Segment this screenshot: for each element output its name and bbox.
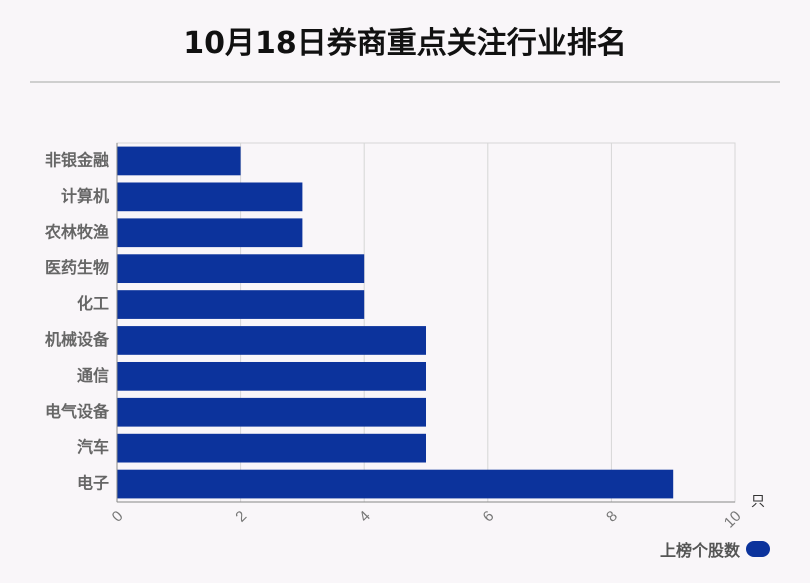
legend-swatch [746, 541, 770, 557]
x-tick-label-0: 0 [109, 508, 127, 526]
x-unit-label: 只 [751, 494, 765, 510]
bar-4 [117, 290, 365, 319]
category-label-4: 化工 [77, 294, 109, 313]
x-tick-label-2: 2 [232, 508, 250, 526]
bar-5 [117, 326, 426, 355]
category-label-7: 电气设备 [45, 402, 110, 421]
legend[interactable]: 上榜个股数 [660, 537, 770, 561]
chart-title: 10月18日券商重点关注行业排名 [183, 26, 627, 61]
x-tick-label-10: 10 [721, 508, 745, 532]
category-label-9: 电子 [77, 474, 109, 493]
category-label-6: 通信 [77, 366, 109, 385]
category-label-2: 农林牧渔 [44, 222, 109, 241]
bar-0 [117, 146, 241, 176]
category-label-8: 汽车 [77, 438, 109, 457]
bar-2 [117, 218, 303, 248]
x-tick-label-6: 6 [480, 508, 498, 526]
bar-3 [117, 254, 365, 284]
bar-8 [117, 433, 426, 463]
category-label-3: 医药生物 [45, 258, 109, 277]
title-divider [30, 81, 780, 83]
bar-7 [117, 397, 426, 427]
x-tick-label-8: 8 [603, 508, 621, 526]
bar-9 [117, 469, 674, 499]
legend-label: 上榜个股数 [659, 541, 740, 560]
bar-6 [117, 361, 426, 391]
bar-1 [117, 182, 303, 212]
category-label-0: 非银金融 [45, 150, 109, 169]
category-label-1: 计算机 [61, 186, 109, 205]
category-label-5: 机械设备 [45, 330, 110, 349]
x-tick-label-4: 4 [356, 508, 374, 526]
